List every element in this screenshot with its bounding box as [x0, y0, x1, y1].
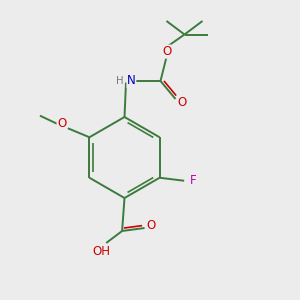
Text: H: H — [116, 76, 123, 86]
Text: F: F — [190, 174, 196, 187]
Text: O: O — [146, 219, 155, 232]
Text: OH: OH — [92, 245, 110, 258]
Text: O: O — [162, 45, 171, 58]
Text: O: O — [57, 117, 67, 130]
Text: O: O — [178, 95, 187, 109]
Text: N: N — [127, 74, 136, 88]
